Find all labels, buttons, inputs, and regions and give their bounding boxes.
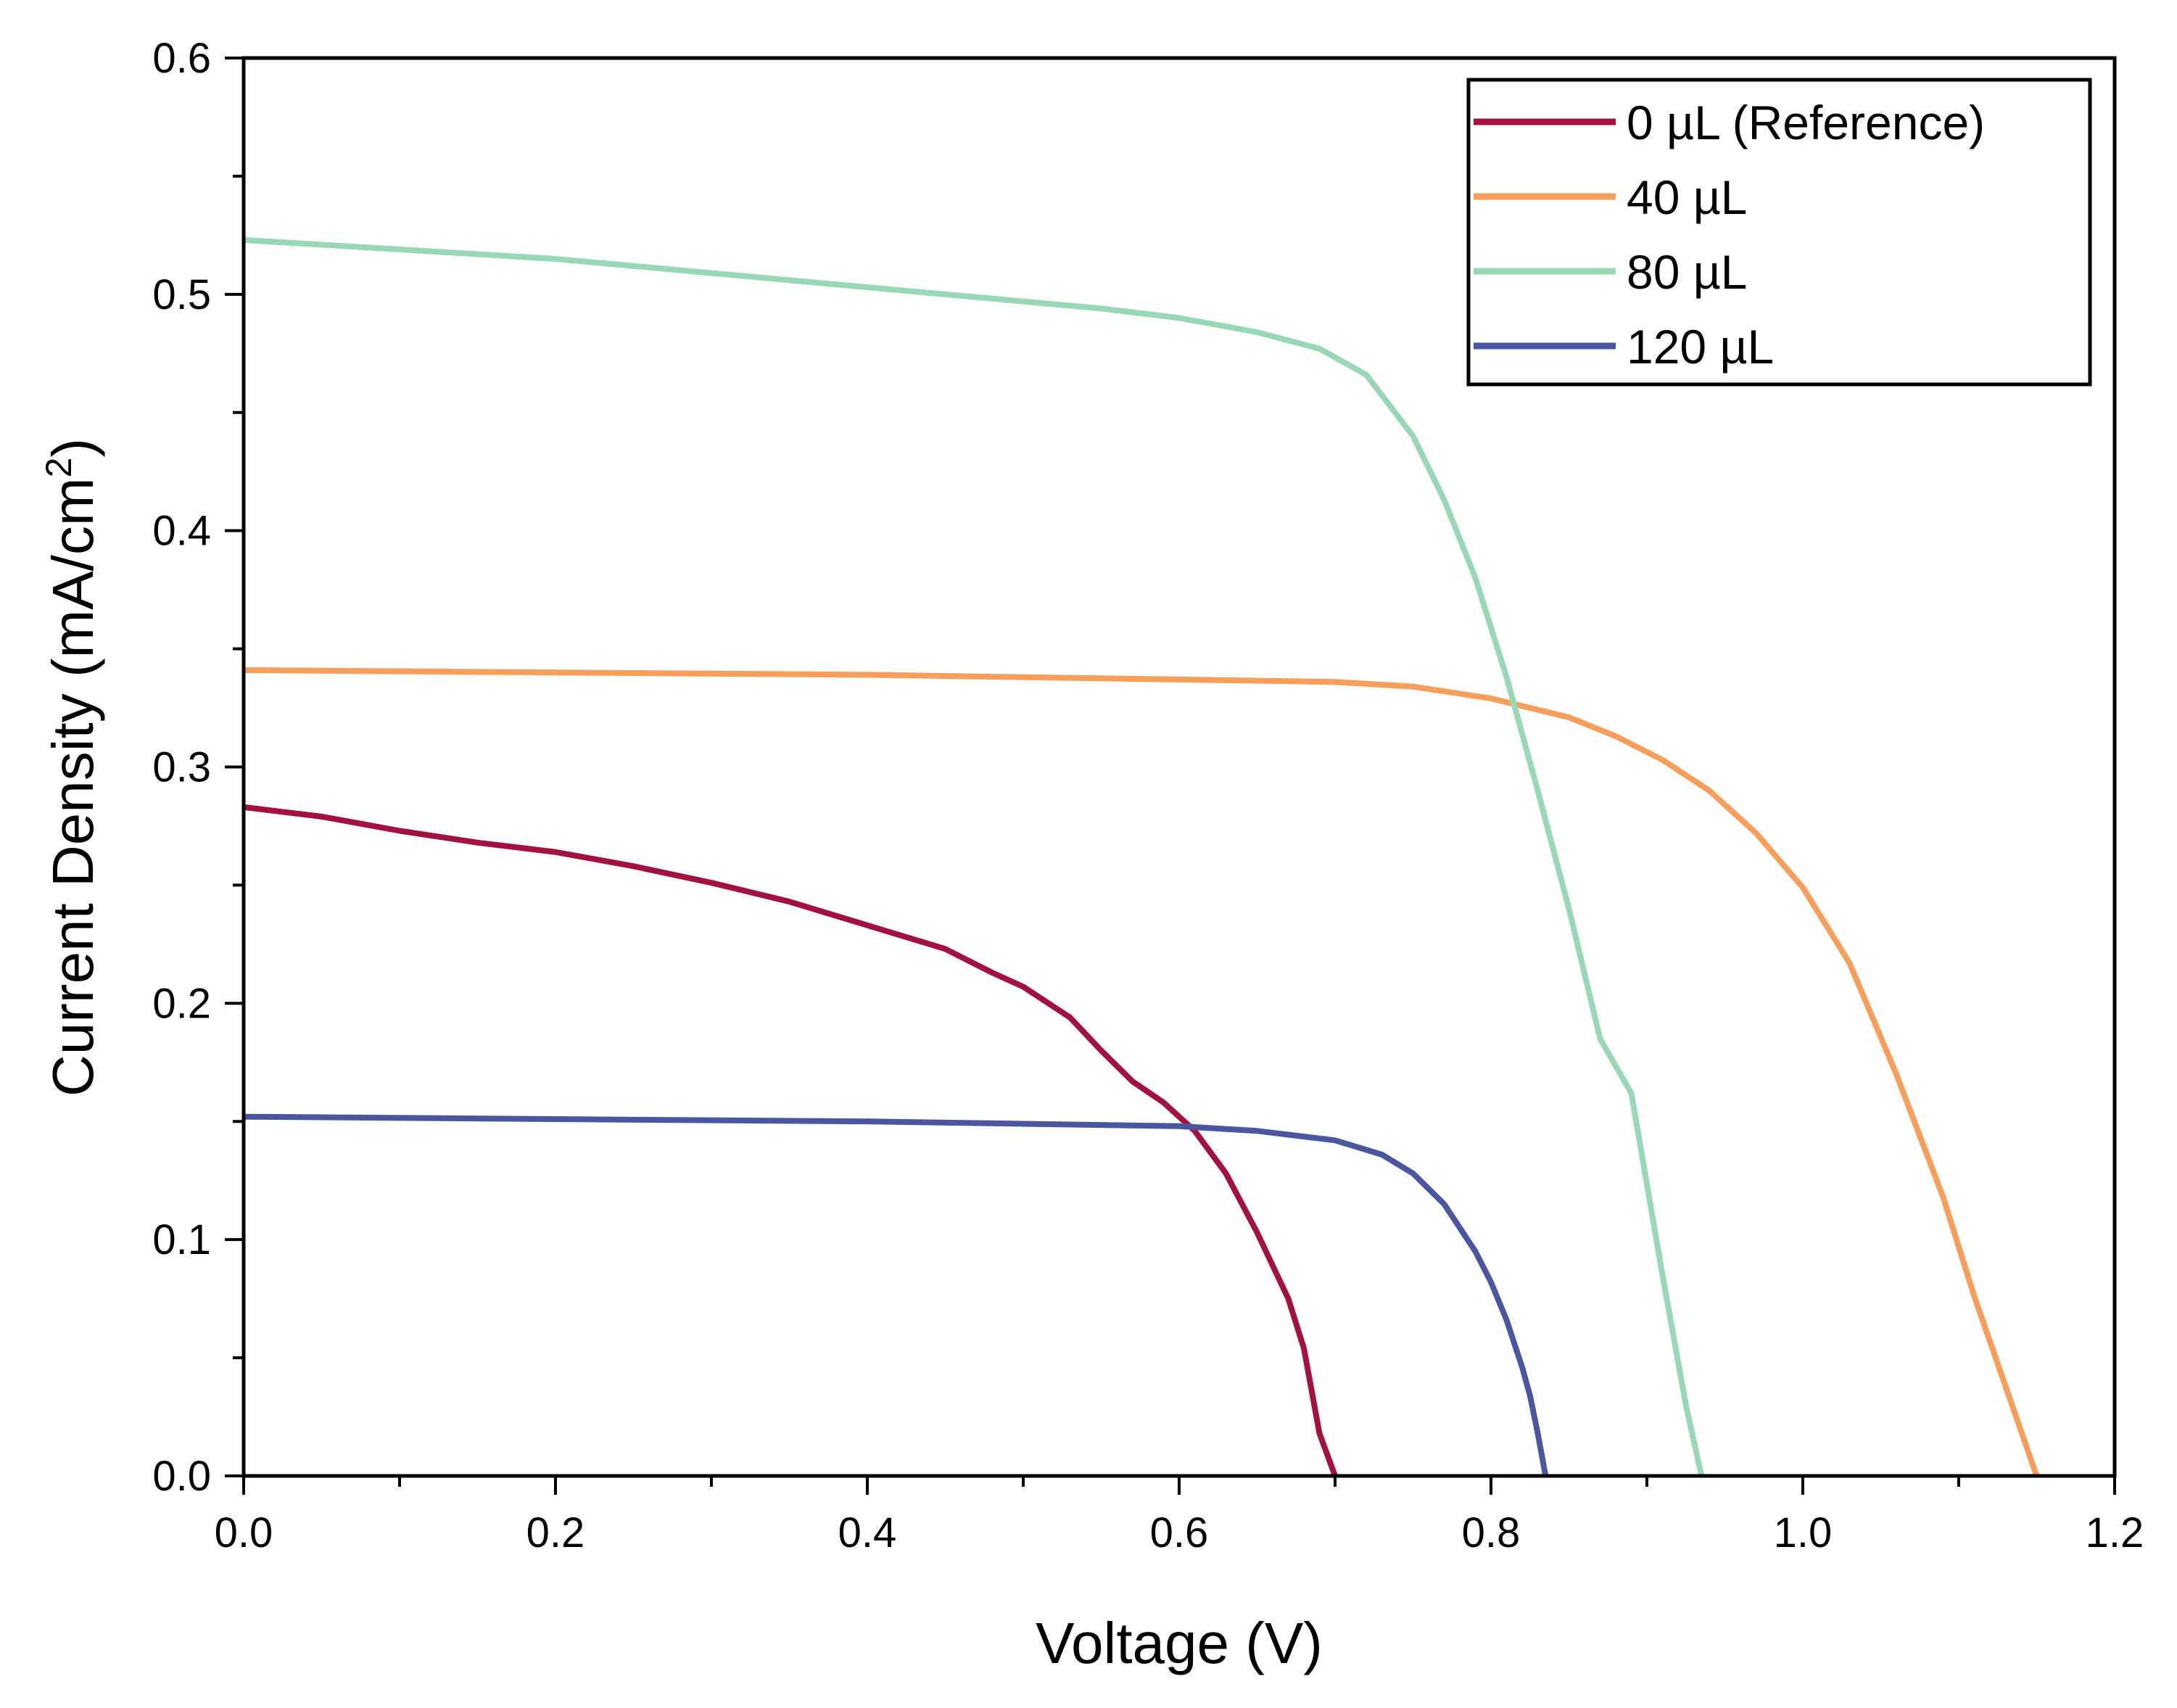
legend-label-4: 120 µL (1627, 320, 1774, 374)
y-axis-title-sup: 2 (38, 458, 79, 478)
y-tick-label: 0.1 (152, 1216, 211, 1263)
series-line-3 (243, 236, 1705, 1477)
series-line-4 (243, 1113, 1549, 1477)
series-line-1 (243, 804, 1338, 1477)
legend-label-1: 0 µL (Reference) (1627, 96, 1985, 149)
legend-label-3: 80 µL (1627, 245, 1747, 299)
x-tick-label: 0.0 (215, 1509, 273, 1556)
series-line-2 (243, 667, 2040, 1477)
x-tick-label: 0.4 (838, 1509, 897, 1556)
y-axis-title-base: Current Density (mA/cm (41, 477, 105, 1096)
y-tick-label: 0.2 (152, 980, 211, 1027)
x-tick-label: 0.8 (1462, 1509, 1521, 1556)
x-tick-label: 0.6 (1150, 1509, 1209, 1556)
y-tick-labels: 0.0 0.1 0.2 0.3 0.4 0.5 0.6 (152, 35, 211, 1500)
x-tick-label: 1.2 (2086, 1509, 2144, 1556)
y-axis-title: Current Density (mA/cm2) (38, 438, 105, 1097)
y-tick-label: 0.0 (152, 1453, 211, 1500)
legend-box (1466, 78, 2092, 387)
x-tick-labels: 0.0 0.2 0.4 0.6 0.8 1.0 1.2 (215, 1509, 2144, 1556)
y-tick-label: 0.3 (152, 744, 211, 791)
y-tick-label: 0.5 (152, 271, 211, 318)
y-axis-title-close: ) (41, 438, 105, 458)
legend-items: 0 µL (Reference) 40 µL 80 µL 120 µL (1474, 96, 1985, 374)
plot-frame (241, 56, 2117, 1478)
legend: 0 µL (Reference) 40 µL 80 µL 120 µL (1466, 78, 2092, 387)
x-axis-title: Voltage (V) (1036, 1611, 1323, 1675)
x-tick-label: 1.0 (1774, 1509, 1833, 1556)
axis-ticks (225, 57, 2116, 1495)
series-lines (243, 236, 2040, 1477)
y-tick-label: 0.6 (152, 35, 211, 82)
y-tick-label: 0.4 (152, 508, 211, 555)
x-tick-label: 0.2 (526, 1509, 585, 1556)
legend-label-2: 40 µL (1627, 170, 1747, 224)
